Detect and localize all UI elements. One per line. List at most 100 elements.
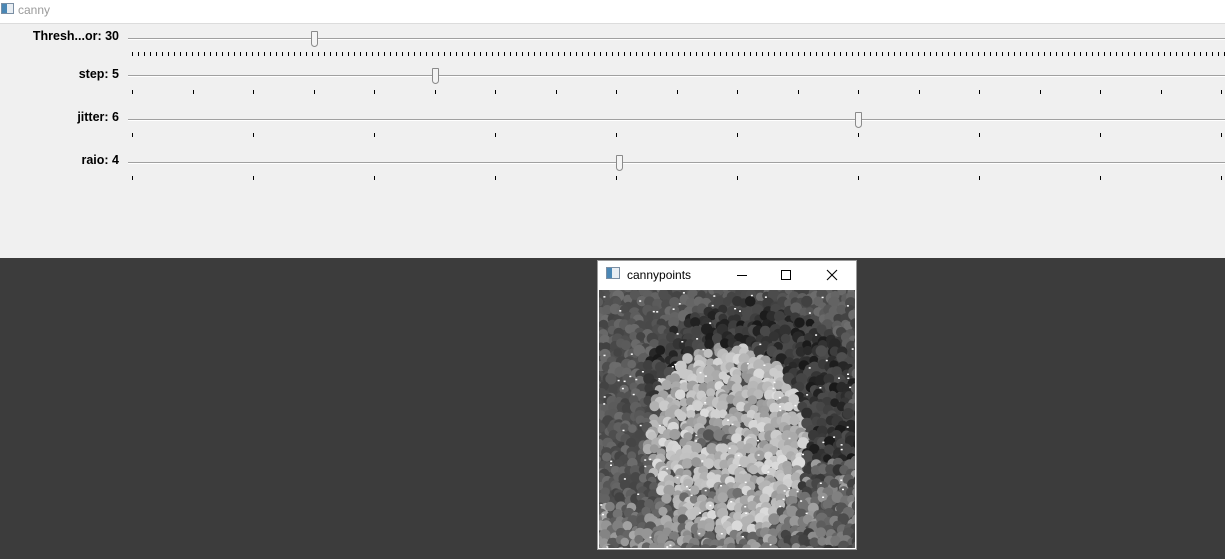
main-window: canny Thresh...or: 30 step: 5 jitter: 6 … — [0, 0, 1225, 258]
tick-mark — [696, 52, 697, 56]
tick-mark — [360, 52, 361, 56]
tick-mark — [282, 52, 283, 56]
tick-mark — [720, 52, 721, 56]
tick-mark — [618, 52, 619, 56]
tick-mark — [1194, 52, 1195, 56]
close-button[interactable] — [810, 261, 854, 289]
tick-mark — [1032, 52, 1033, 56]
trackbar-threshold-label: Thresh...or: 30 — [32, 29, 119, 43]
tick-mark — [294, 52, 295, 56]
tick-mark — [726, 52, 727, 56]
tick-mark — [384, 52, 385, 56]
tick-mark — [330, 52, 331, 56]
tick-mark — [1100, 133, 1101, 137]
tick-mark — [336, 52, 337, 56]
trackbar-jitter-thumb[interactable] — [854, 112, 862, 128]
trackbar-raio-track[interactable] — [128, 162, 1225, 164]
trackbar-jitter-label: jitter: 6 — [77, 110, 119, 124]
tick-mark — [1146, 52, 1147, 56]
window-app-icon — [606, 267, 620, 279]
tick-mark — [972, 52, 973, 56]
minimize-button[interactable] — [720, 261, 764, 289]
tick-mark — [216, 52, 217, 56]
tick-mark — [552, 52, 553, 56]
tick-mark — [1100, 176, 1101, 180]
tick-mark — [426, 52, 427, 56]
cannypoints-window-title: cannypoints — [627, 268, 692, 282]
tick-mark — [1038, 52, 1039, 56]
tick-mark — [258, 52, 259, 56]
tick-mark — [678, 52, 679, 56]
trackbar-threshold-thumb[interactable] — [311, 31, 319, 47]
trackbar-step-thumb[interactable] — [432, 68, 440, 84]
tick-mark — [1170, 52, 1171, 56]
close-icon — [826, 269, 838, 281]
tick-mark — [1110, 52, 1111, 56]
trackbar-jitter-track[interactable] — [128, 119, 1225, 121]
trackbar-raio-thumb[interactable] — [616, 155, 624, 171]
tick-mark — [1140, 52, 1141, 56]
tick-mark — [486, 52, 487, 56]
cannypoints-titlebar[interactable]: cannypoints — [598, 261, 856, 289]
tick-mark — [677, 90, 678, 94]
tick-mark — [864, 52, 865, 56]
tick-mark — [816, 52, 817, 56]
tick-mark — [480, 52, 481, 56]
trackbar-threshold: Thresh...or: 30 — [0, 28, 1225, 58]
tick-mark — [312, 52, 313, 56]
tick-mark — [270, 52, 271, 56]
tick-mark — [204, 52, 205, 56]
maximize-button[interactable] — [764, 261, 808, 289]
tick-mark — [1050, 52, 1051, 56]
tick-mark — [276, 52, 277, 56]
tick-mark — [594, 52, 595, 56]
tick-mark — [1128, 52, 1129, 56]
tick-mark — [762, 52, 763, 56]
tick-mark — [186, 52, 187, 56]
tick-mark — [834, 52, 835, 56]
tick-mark — [132, 133, 133, 137]
tick-mark — [636, 52, 637, 56]
trackbar-step: step: 5 — [0, 66, 1225, 96]
tick-mark — [912, 52, 913, 56]
tick-mark — [432, 52, 433, 56]
trackbar-threshold-track[interactable] — [128, 38, 1225, 40]
tick-mark — [737, 133, 738, 137]
tick-mark — [714, 52, 715, 56]
tick-mark — [180, 52, 181, 56]
tick-mark — [978, 52, 979, 56]
tick-mark — [462, 52, 463, 56]
tick-mark — [1161, 90, 1162, 94]
trackbar-step-track[interactable] — [128, 75, 1225, 77]
tick-mark — [979, 133, 980, 137]
tick-mark — [1200, 52, 1201, 56]
trackbar-threshold-ticks — [128, 52, 1225, 57]
tick-mark — [738, 52, 739, 56]
trackbar-raio: raio: 4 — [0, 152, 1225, 182]
tick-mark — [546, 52, 547, 56]
tick-mark — [876, 52, 877, 56]
tick-mark — [408, 52, 409, 56]
tick-mark — [396, 52, 397, 56]
tick-mark — [342, 52, 343, 56]
tick-mark — [1182, 52, 1183, 56]
tick-mark — [522, 52, 523, 56]
tick-mark — [144, 52, 145, 56]
tick-mark — [786, 52, 787, 56]
tick-mark — [1188, 52, 1189, 56]
tick-mark — [1098, 52, 1099, 56]
tick-mark — [556, 90, 557, 94]
tick-mark — [374, 176, 375, 180]
tick-mark — [150, 52, 151, 56]
tick-mark — [798, 90, 799, 94]
tick-mark — [1158, 52, 1159, 56]
tick-mark — [402, 52, 403, 56]
tick-mark — [846, 52, 847, 56]
tick-mark — [246, 52, 247, 56]
tick-mark — [174, 52, 175, 56]
tick-mark — [222, 52, 223, 56]
tick-mark — [858, 133, 859, 137]
tick-mark — [354, 52, 355, 56]
minimize-icon — [737, 275, 747, 276]
tick-mark — [1218, 52, 1219, 56]
